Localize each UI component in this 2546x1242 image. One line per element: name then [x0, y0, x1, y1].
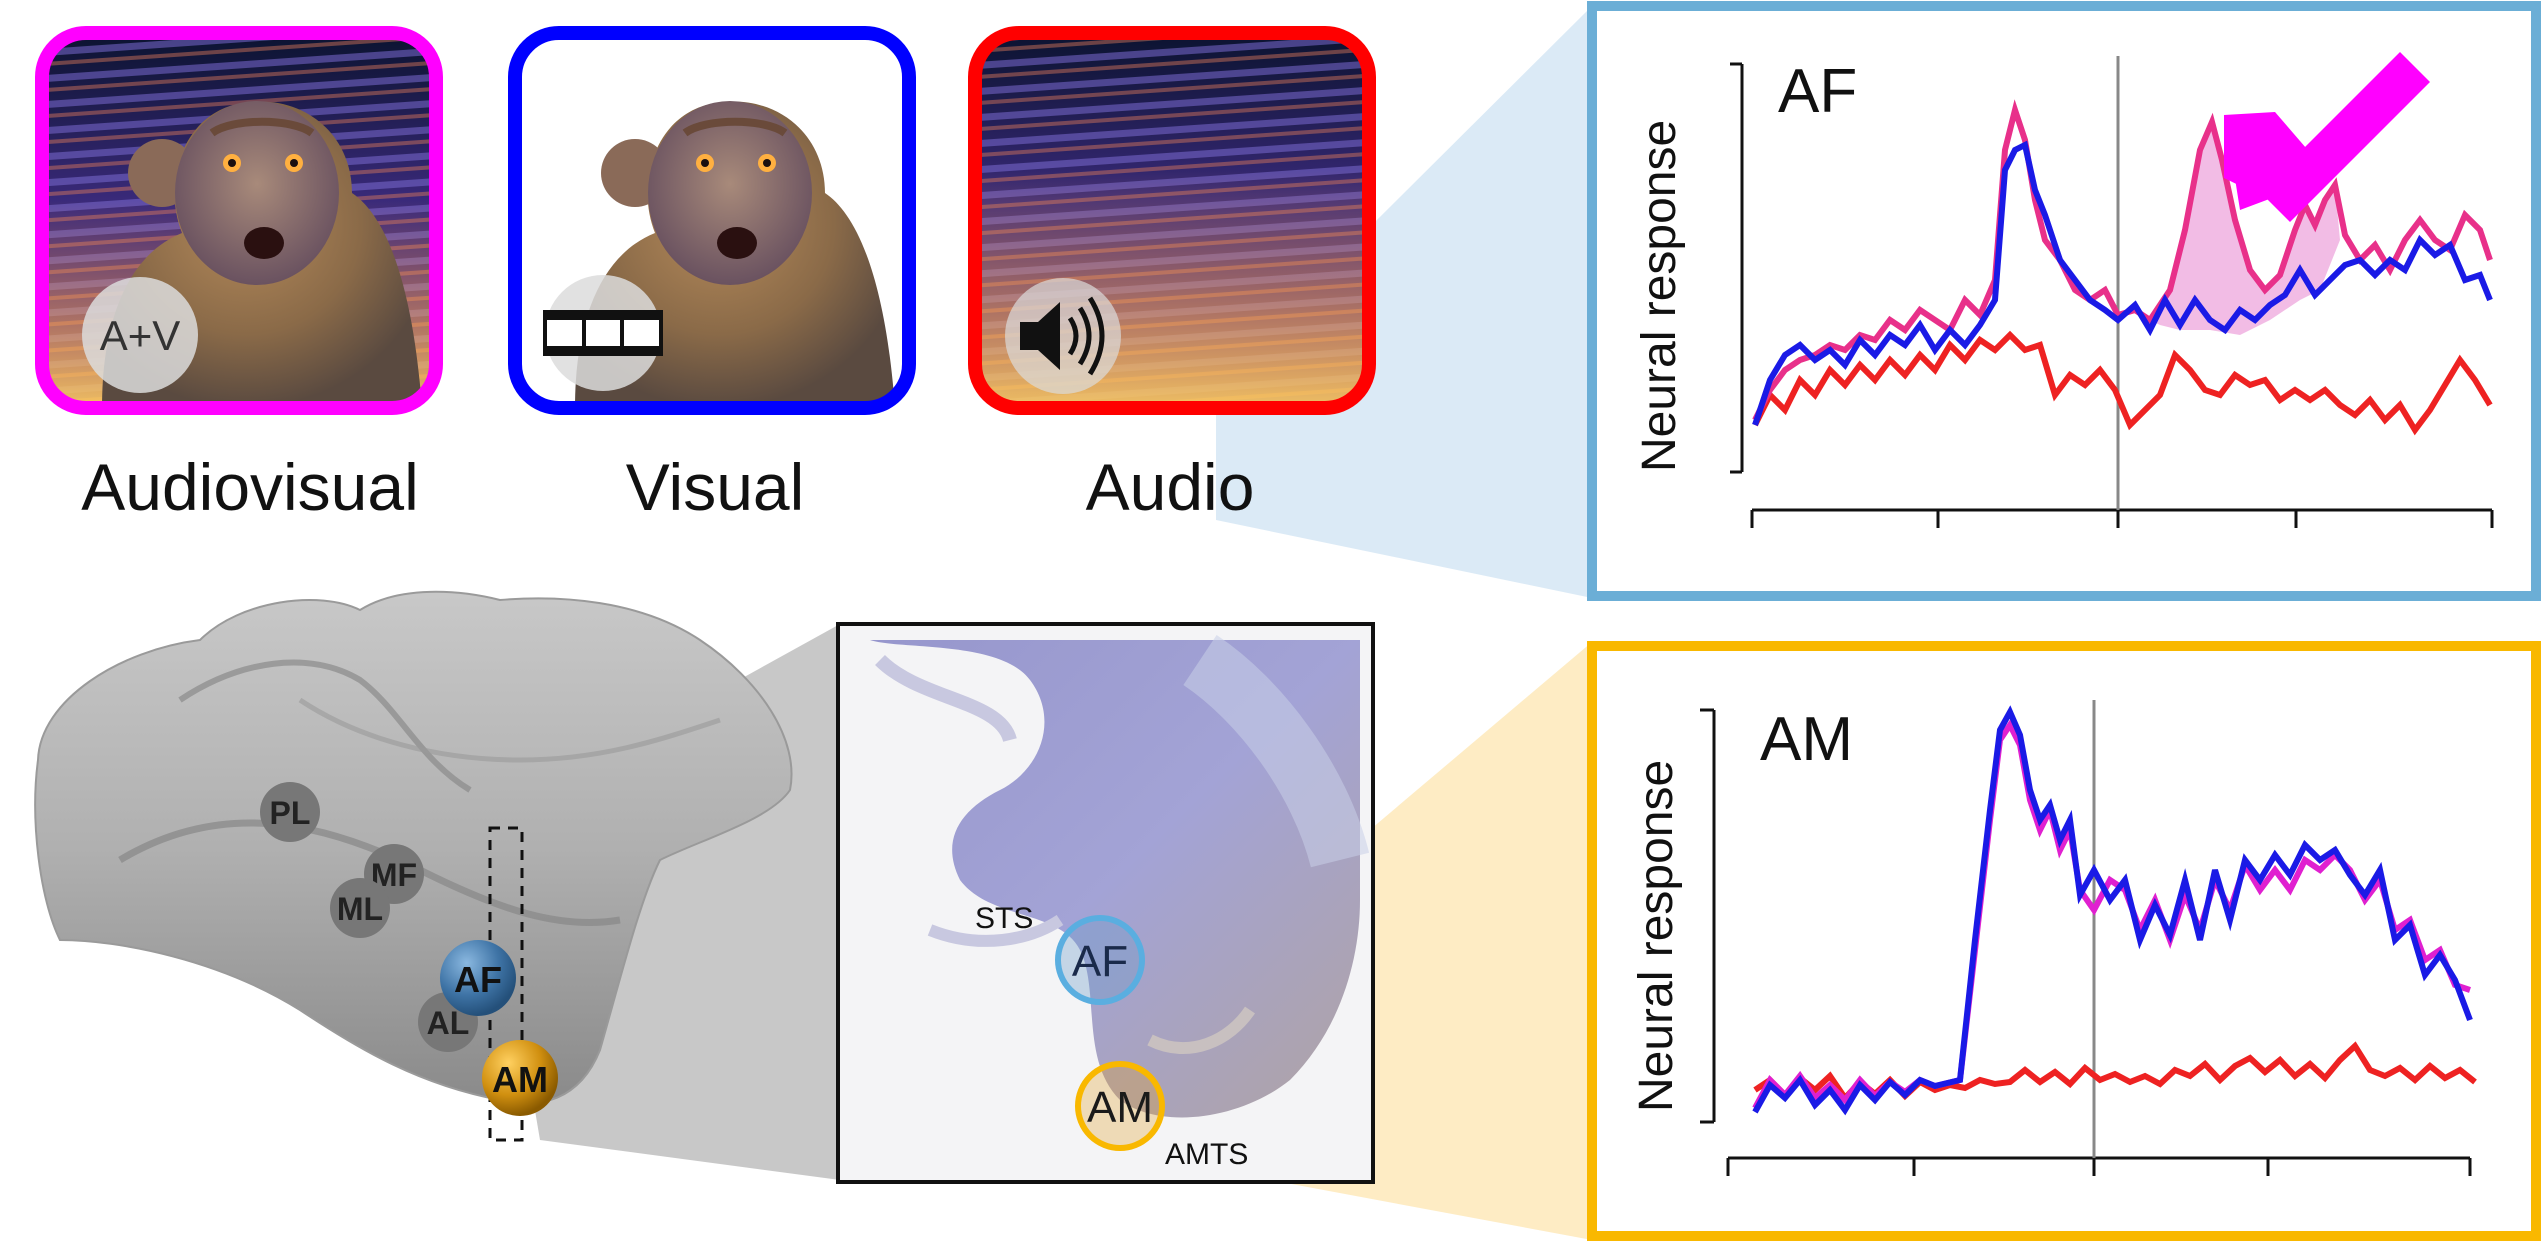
- stimulus-tile-visual: [515, 33, 909, 408]
- histology-section: [836, 622, 1375, 1184]
- av-badge: A+V: [82, 277, 198, 393]
- af-plot: [1730, 52, 2494, 528]
- af-line-audio: [1752, 330, 2493, 436]
- arrow-icon: [2224, 52, 2430, 222]
- stimulus-frame-audio: [968, 26, 1376, 415]
- stimulus-tile-audiovisual: [42, 33, 436, 408]
- am-panel-title: AM: [1760, 705, 1853, 774]
- projection-wedge-af: [1216, 6, 1592, 598]
- speaker-icon: [1005, 278, 1121, 394]
- svg-text:AF: AF: [1072, 937, 1128, 986]
- section-region-am: AM: [1075, 1061, 1165, 1151]
- svg-text:PL: PL: [270, 795, 311, 831]
- stimulus-label-visual: Visual: [626, 450, 805, 524]
- av-badge-text: A+V: [100, 312, 181, 359]
- stimulus-frame-audiovisual: [35, 26, 443, 415]
- amts-label: AMTS: [1165, 1138, 1248, 1171]
- svg-text:AM: AM: [1087, 1083, 1153, 1132]
- section-region-af: AF: [1055, 915, 1145, 1005]
- sts-label: STS: [975, 902, 1033, 935]
- am-line-visual: [1752, 705, 2473, 1116]
- region-pl: PL: [260, 782, 320, 842]
- region-af: AF: [440, 940, 516, 1016]
- film-icon: [543, 275, 663, 391]
- stimulus-frame-visual: [508, 26, 916, 415]
- stimulus-tile-audio: [975, 33, 1369, 408]
- am-panel-frame: [1587, 641, 2541, 1241]
- region-ml: ML: [330, 878, 390, 938]
- am-ylabel: Neural response: [1630, 760, 1683, 1112]
- stimulus-label-audiovisual: Audiovisual: [81, 450, 419, 524]
- svg-text:AF: AF: [454, 959, 502, 1000]
- af-panel-title: AF: [1778, 57, 1857, 126]
- svg-text:ML: ML: [337, 891, 383, 927]
- af-line-visual: [1752, 140, 2493, 426]
- am-plot: [1700, 700, 2477, 1176]
- stimulus-label-audio: Audio: [1086, 450, 1255, 524]
- svg-text:AM: AM: [492, 1059, 548, 1100]
- region-am: AM: [482, 1040, 558, 1116]
- af-ylabel: Neural response: [1633, 120, 1686, 472]
